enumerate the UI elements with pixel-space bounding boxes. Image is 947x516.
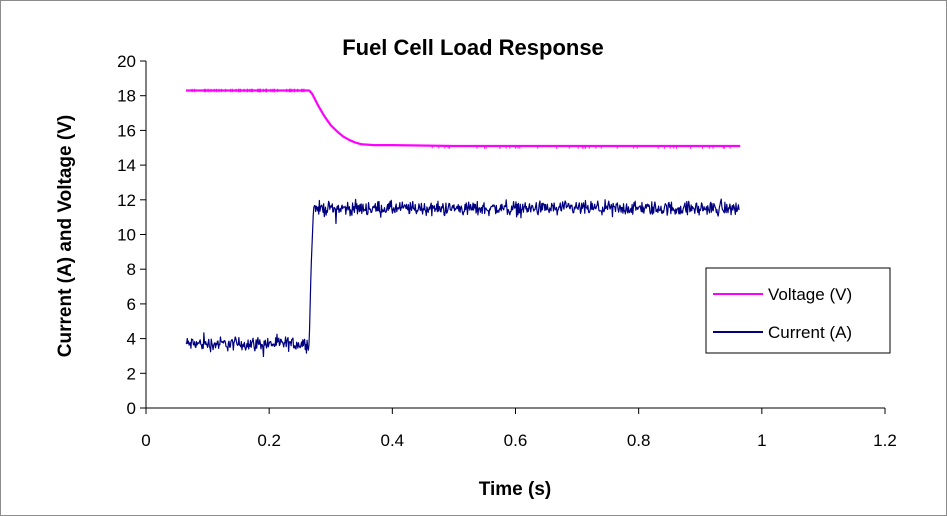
y-tick-label: 8 xyxy=(127,260,136,279)
legend: Voltage (V) Current (A) xyxy=(705,267,891,354)
series-line-current xyxy=(185,198,740,358)
x-tick-label: 1 xyxy=(757,431,766,450)
x-tick-label: 0.6 xyxy=(504,431,528,450)
legend-box xyxy=(705,267,891,354)
y-tick-label: 16 xyxy=(117,121,136,140)
y-axis-title: Current (A) and Voltage (V) xyxy=(55,115,76,357)
y-tick-label: 0 xyxy=(127,399,136,418)
y-tick-label: 20 xyxy=(117,52,136,71)
x-tick-label: 0.4 xyxy=(381,431,405,450)
y-tick-label: 6 xyxy=(127,295,136,314)
y-tick-label: 4 xyxy=(127,330,136,349)
legend-label-current: Current (A) xyxy=(768,323,852,342)
chart-title: Fuel Cell Load Response xyxy=(342,35,604,60)
y-tick-label: 10 xyxy=(117,226,136,245)
plot-area: 0 2 4 6 8 10 12 14 16 18 20 0 0.2 0.4 0.6 0.8 1 1.2 xyxy=(117,52,897,450)
y-tick-label: 18 xyxy=(117,87,136,106)
series-layer xyxy=(185,88,741,358)
axes-layer: 0 2 4 6 8 10 12 14 16 18 20 0 0.2 0.4 0.6 0.8 1 1.2 xyxy=(117,52,897,450)
y-tick-label: 14 xyxy=(117,156,136,175)
y-tick-label: 12 xyxy=(117,191,136,210)
x-tick-label: 0 xyxy=(141,431,150,450)
x-tick-label: 1.2 xyxy=(873,431,897,450)
x-axis-title: Time (s) xyxy=(479,479,552,500)
legend-label-voltage: Voltage (V) xyxy=(768,285,852,304)
x-tick-label: 0.8 xyxy=(627,431,651,450)
x-tick-label: 0.2 xyxy=(257,431,281,450)
series-line-voltage xyxy=(186,89,741,148)
y-tick-label: 2 xyxy=(127,364,136,383)
